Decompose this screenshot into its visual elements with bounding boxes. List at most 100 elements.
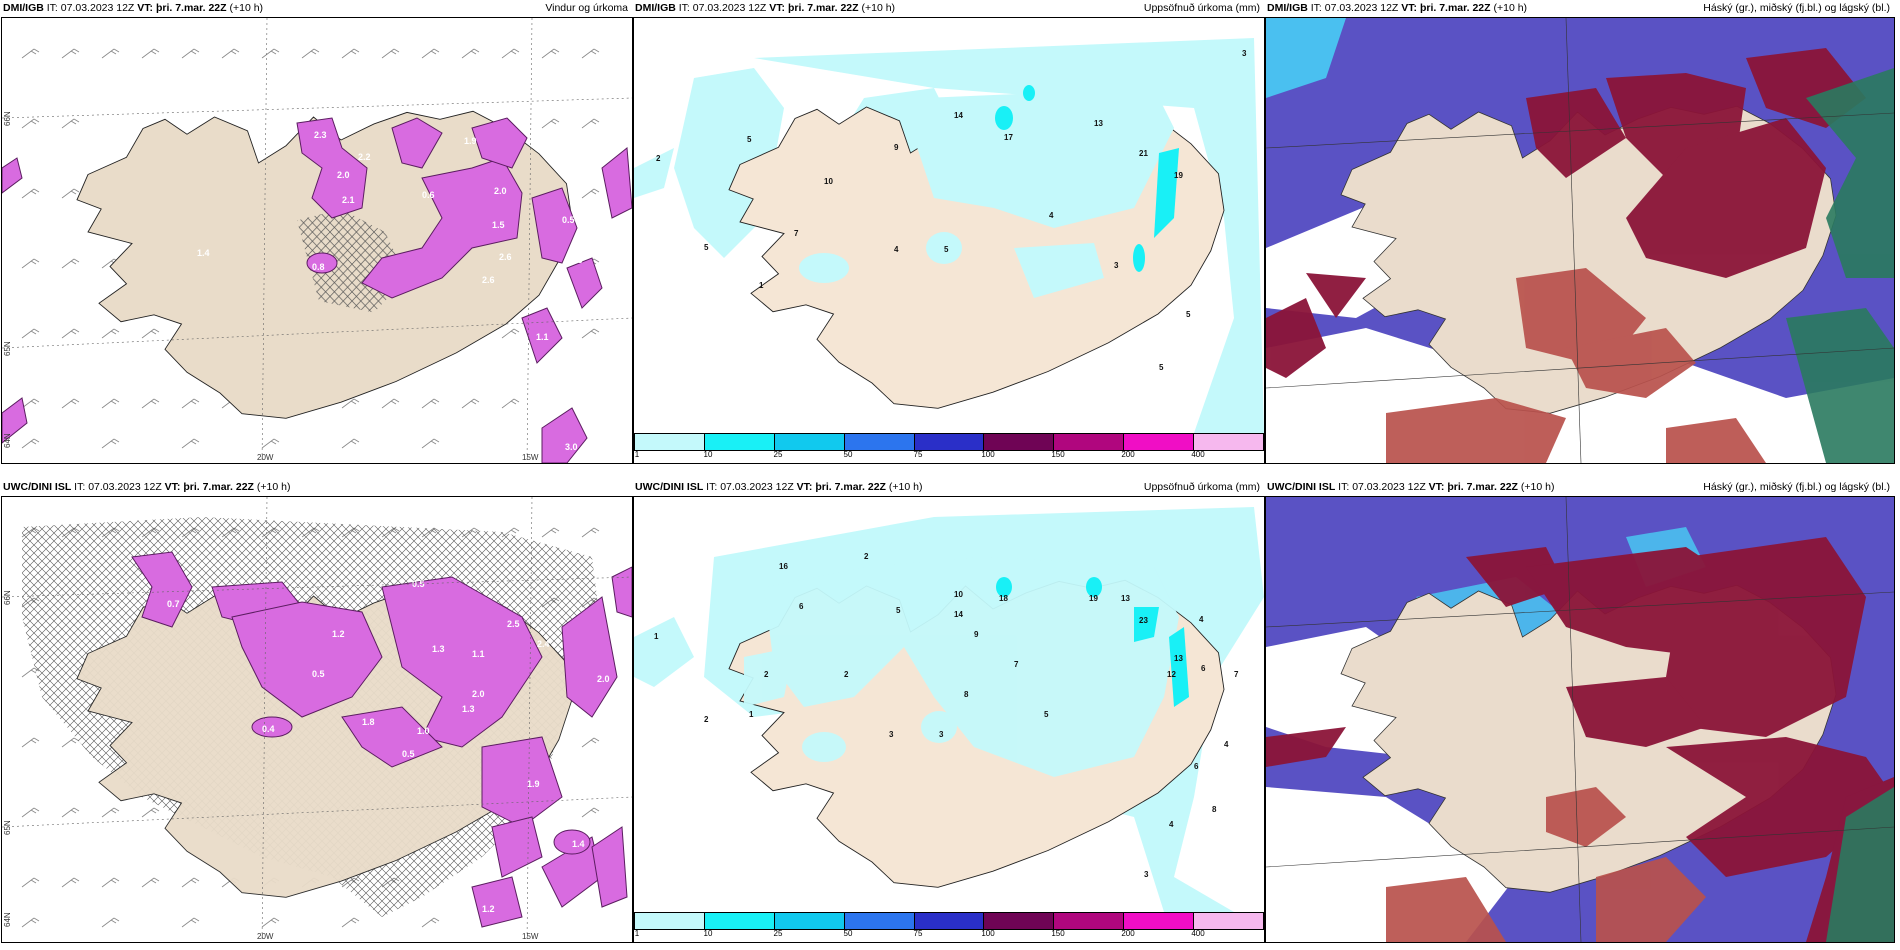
colorbar-swatch xyxy=(844,913,915,929)
low-cloud-area xyxy=(1786,68,1894,463)
precip-label: 19 xyxy=(1089,594,1098,603)
precip-heavy-area xyxy=(996,577,1189,707)
wind-label: 2.0 xyxy=(472,689,485,699)
wind-map: 0.7 0.5 1.2 0.5 1.3 1.1 2.5 2.4 2.0 1.8 … xyxy=(2,497,632,942)
colorbar-swatch xyxy=(1124,434,1195,450)
lon-label: 20W xyxy=(257,932,274,941)
wind-speed-labels: 2.3 2.2 2.0 2.1 1.9 2.0 2.6 2.6 2.3 1.1 … xyxy=(197,130,583,452)
wind-label: 1.0 xyxy=(417,726,430,736)
wind-label: 2.4 xyxy=(537,639,550,649)
precip-label: 12 xyxy=(1167,670,1176,679)
precip-label: 7 xyxy=(1234,670,1239,679)
panel-title: Háský (gr.), miðský (fj.bl.) og lágský (… xyxy=(1703,481,1890,493)
lat-label: 65N xyxy=(3,341,12,356)
colorbar-tick: 400 xyxy=(1191,929,1205,938)
wind-label: 2.3 xyxy=(570,255,583,265)
panel-clouds-top: DMI/IGB IT: 07.03.2023 12Z VT: þri. 7.ma… xyxy=(1265,2,1895,464)
precip-label: 5 xyxy=(896,606,901,615)
precip-areas xyxy=(131,551,632,928)
panel-title: Háský (gr.), miðský (fj.bl.) og lágský (… xyxy=(1703,2,1890,14)
colorbar-tick: 75 xyxy=(913,450,923,459)
colorbar-tick: 50 xyxy=(843,929,853,938)
wind-label: 1.2 xyxy=(482,904,495,914)
colorbar-tick: 75 xyxy=(913,929,923,938)
precip-over-land xyxy=(799,88,1174,298)
colorbar-tick: 400 xyxy=(1191,450,1205,459)
wind-label: 2.0 xyxy=(597,674,610,684)
precip-colorbar xyxy=(634,912,1264,930)
colorbar-swatch xyxy=(1124,913,1195,929)
mid-cloud-area xyxy=(1386,787,1706,942)
precip-label: 10 xyxy=(954,590,963,599)
precip-label: 21 xyxy=(1139,149,1148,158)
panel-precip-bottom: UWC/DINI ISL IT: 07.03.2023 12Z VT: þri.… xyxy=(633,481,1265,943)
precip-label: 3 xyxy=(1114,261,1119,270)
wind-label: 2.0 xyxy=(337,170,350,180)
wind-label: 2.6 xyxy=(499,252,512,262)
colorbar-tick: 150 xyxy=(1051,450,1065,459)
colorbar-swatch xyxy=(635,434,705,450)
precip-label: 23 xyxy=(1139,616,1148,625)
precip-label: 4 xyxy=(894,245,899,254)
graticule xyxy=(1266,497,1894,942)
precip-label: 7 xyxy=(794,229,799,238)
low-cloud-area xyxy=(1826,787,1894,942)
wind-label: 1.2 xyxy=(332,629,345,639)
lat-label: 64N xyxy=(3,433,12,448)
wind-label: 0.8 xyxy=(312,262,325,272)
cloud-map xyxy=(1266,497,1894,942)
colorbar-swatch xyxy=(1054,913,1125,929)
wind-label: 1.1 xyxy=(472,649,485,659)
precip-label: 5 xyxy=(944,245,949,254)
wind-label: 2.2 xyxy=(358,152,371,162)
colorbar-swatch xyxy=(1194,913,1264,929)
precip-label: 13 xyxy=(1094,119,1103,128)
colorbar-tick: 100 xyxy=(981,929,995,938)
precip-label: 8 xyxy=(964,690,969,699)
colorbar-swatch xyxy=(914,434,985,450)
colorbar-tick: 200 xyxy=(1121,450,1135,459)
wind-label: 1.4 xyxy=(572,839,585,849)
precip-label: 10 xyxy=(824,177,833,186)
colorbar-tick: 50 xyxy=(843,450,853,459)
colorbar-ticks: 1 10 25 50 75 100 150 200 400 xyxy=(634,450,1264,462)
precip-label: 2 xyxy=(656,154,661,163)
wind-label: 1.3 xyxy=(462,704,475,714)
lat-label: 65N xyxy=(3,820,12,835)
precip-label: 5 xyxy=(1044,710,1049,719)
wind-label: 2.6 xyxy=(482,275,495,285)
colorbar-tick: 25 xyxy=(773,450,783,459)
graticule xyxy=(1266,18,1894,463)
colorbar-swatch xyxy=(914,913,985,929)
wind-label: 1.9 xyxy=(464,136,477,146)
lat-label: 66N xyxy=(3,111,12,126)
precip-label: 4 xyxy=(1199,615,1204,624)
lon-label: 15W xyxy=(522,932,539,941)
panel-header: DMI/IGB IT: 07.03.2023 12Z VT: þri. 7.ma… xyxy=(3,2,628,14)
colorbar-tick: 1 xyxy=(634,450,640,459)
colorbar-tick: 150 xyxy=(1051,929,1065,938)
panel-title: Uppsöfnuð úrkoma (mm) xyxy=(1143,2,1260,14)
precip-label: 13 xyxy=(1174,654,1183,663)
colorbar-tick: 10 xyxy=(703,929,713,938)
wind-label: 1.4 xyxy=(197,248,210,258)
panel-header: UWC/DINI ISL IT: 07.03.2023 12Z VT: þri.… xyxy=(635,481,1260,493)
precip-label: 1 xyxy=(759,281,764,290)
precip-label: 13 xyxy=(1121,594,1130,603)
wind-label: 2.0 xyxy=(494,186,507,196)
precip-label: 2 xyxy=(864,552,869,561)
colorbar-tick: 25 xyxy=(773,929,783,938)
wind-label: 2.3 xyxy=(314,130,327,140)
precip-label: 5 xyxy=(1186,310,1191,319)
precip-over-land xyxy=(744,557,1179,777)
precip-label: 6 xyxy=(1201,664,1206,673)
colorbar-swatch xyxy=(844,434,915,450)
graticule xyxy=(2,497,632,942)
precip-label: 7 xyxy=(1014,660,1019,669)
panel-header: DMI/IGB IT: 07.03.2023 12Z VT: þri. 7.ma… xyxy=(1267,2,1890,14)
wind-label: 1.1 xyxy=(536,332,549,342)
precip-colorbar xyxy=(634,433,1264,451)
lat-label: 66N xyxy=(3,590,12,605)
wind-speed-labels: 0.7 0.5 1.2 0.5 1.3 1.1 2.5 2.4 2.0 1.8 … xyxy=(167,579,610,914)
panel-precip-top: DMI/IGB IT: 07.03.2023 12Z VT: þri. 7.ma… xyxy=(633,2,1265,464)
